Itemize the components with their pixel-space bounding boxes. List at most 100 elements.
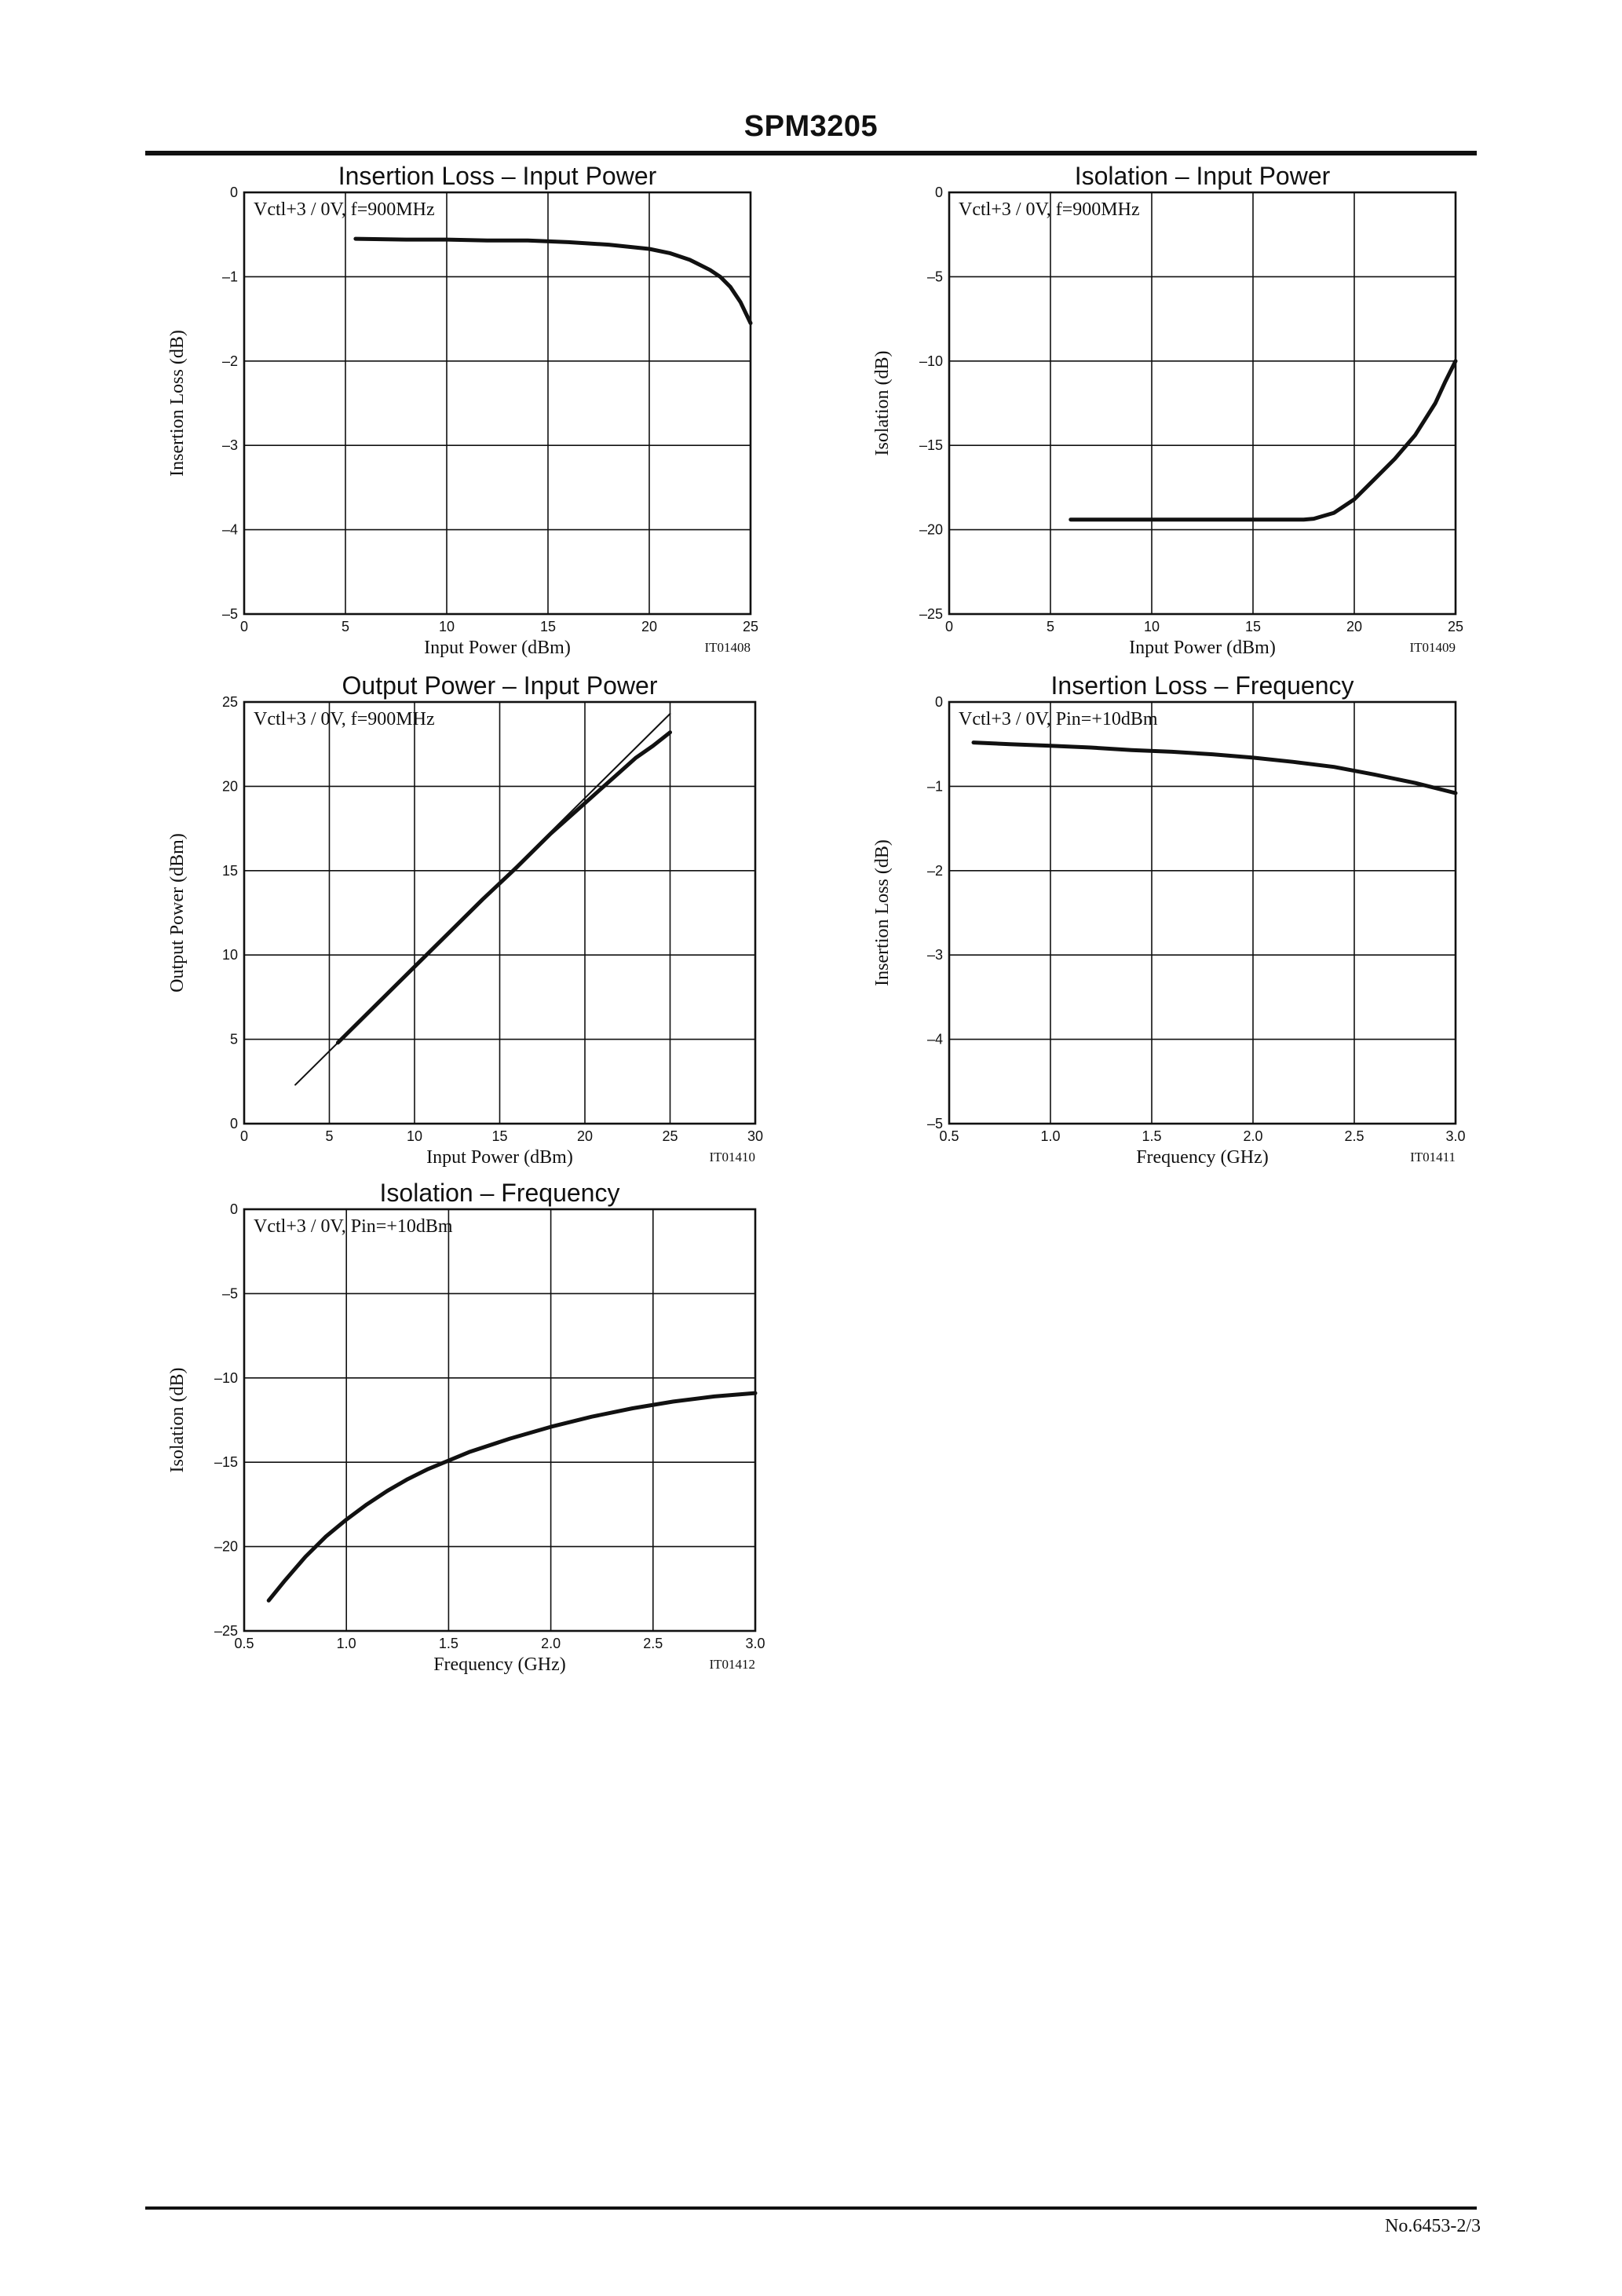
y-tick-label: –5: [222, 606, 238, 622]
y-tick-label: –5: [927, 269, 943, 284]
document-title: SPM3205: [743, 110, 879, 143]
x-tick-label: 3.0: [1445, 1128, 1465, 1144]
y-tick-label: –25: [919, 606, 943, 622]
x-axis-label: Input Power (dBm): [424, 638, 571, 658]
x-tick-label: 1.0: [1040, 1128, 1060, 1144]
plot-frame: [948, 700, 1457, 1125]
condition-annotation: Vctl+3 / 0V, Pin=+10dBm: [959, 709, 1158, 729]
x-tick-label: 5: [325, 1128, 333, 1144]
data-series-line: [353, 236, 753, 325]
x-tick-label: 10: [407, 1128, 422, 1144]
x-tick-label: 20: [641, 619, 657, 634]
y-tick-label: –4: [222, 522, 238, 538]
chart-title: Output Power – Input Power: [342, 671, 658, 700]
x-tick-label: 2.5: [1344, 1128, 1364, 1144]
y-axis-label: Isolation (dB): [167, 1368, 188, 1473]
y-tick-label: –5: [927, 1116, 943, 1132]
x-tick-label: 15: [1245, 619, 1261, 634]
y-tick-label: 5: [230, 1032, 238, 1047]
figure-code: IT01412: [709, 1657, 755, 1672]
x-axis-label: Input Power (dBm): [1129, 638, 1276, 658]
figure-code: IT01408: [704, 640, 751, 655]
y-tick-label: 10: [222, 947, 238, 963]
figure-code: IT01409: [1409, 640, 1456, 655]
y-tick-label: 0: [935, 694, 943, 710]
y-tick-label: –2: [927, 863, 943, 879]
x-axis-label: Frequency (GHz): [433, 1654, 566, 1675]
y-tick-label: –20: [214, 1539, 238, 1555]
x-tick-label: 0: [240, 1128, 248, 1144]
y-tick-label: –15: [919, 437, 943, 453]
condition-annotation: Vctl+3 / 0V, Pin=+10dBm: [254, 1216, 453, 1237]
x-tick-label: 3.0: [745, 1636, 765, 1651]
figure-code: IT01410: [709, 1150, 755, 1164]
y-tick-label: –3: [222, 437, 238, 453]
x-tick-label: 15: [491, 1128, 507, 1144]
y-tick-label: –2: [222, 353, 238, 369]
chart-title: Isolation – Input Power: [1075, 162, 1331, 190]
condition-annotation: Vctl+3 / 0V, f=900MHz: [959, 199, 1140, 220]
data-series-line: [335, 730, 672, 1045]
y-tick-label: –10: [919, 353, 943, 369]
x-tick-label: 25: [743, 619, 758, 634]
data-series-line: [971, 740, 1458, 795]
y-tick-label: –1: [927, 778, 943, 794]
chart-title: Insertion Loss – Frequency: [1051, 671, 1354, 700]
x-tick-label: 2.0: [1243, 1128, 1262, 1144]
x-tick-label: 0: [945, 619, 953, 634]
data-series-line: [266, 1391, 758, 1603]
x-tick-label: 20: [577, 1128, 593, 1144]
y-tick-label: 0: [230, 1116, 238, 1132]
y-tick-label: –10: [214, 1370, 238, 1386]
figure-code: IT01411: [1410, 1150, 1456, 1164]
y-axis-label: Insertion Loss (dB): [872, 839, 893, 986]
chart-title: Isolation – Frequency: [380, 1179, 620, 1207]
x-tick-label: 25: [662, 1128, 678, 1144]
x-tick-label: 1.5: [1142, 1128, 1161, 1144]
y-tick-label: –1: [222, 269, 238, 284]
header-rule: [145, 151, 1477, 155]
y-tick-label: 0: [230, 185, 238, 200]
y-tick-label: 20: [222, 778, 238, 794]
plot-frame: [243, 1208, 757, 1632]
x-tick-label: 0.5: [939, 1128, 959, 1144]
x-tick-label: 20: [1346, 619, 1362, 634]
x-tick-label: 0: [240, 619, 248, 634]
plot-frame: [243, 700, 757, 1125]
x-tick-label: 1.5: [439, 1636, 458, 1651]
chart-title: Insertion Loss – Input Power: [338, 162, 657, 190]
y-tick-label: 0: [230, 1201, 238, 1217]
x-axis-label: Input Power (dBm): [426, 1147, 573, 1168]
y-axis-label: Output Power (dBm): [167, 833, 188, 993]
x-tick-label: 15: [540, 619, 556, 634]
footer-rule: [145, 2206, 1477, 2210]
condition-annotation: Vctl+3 / 0V, f=900MHz: [254, 709, 435, 729]
y-tick-label: –25: [214, 1623, 238, 1639]
y-tick-label: –3: [927, 947, 943, 963]
x-tick-label: 25: [1448, 619, 1463, 634]
condition-annotation: Vctl+3 / 0V, f=900MHz: [254, 199, 435, 220]
y-axis-label: Isolation (dB): [872, 351, 893, 456]
y-tick-label: 15: [222, 863, 238, 879]
y-tick-label: –20: [919, 522, 943, 538]
y-tick-label: –5: [222, 1285, 238, 1301]
x-tick-label: 2.0: [541, 1636, 561, 1651]
x-tick-label: 10: [1144, 619, 1160, 634]
data-series-line: [1069, 359, 1458, 522]
x-tick-label: 10: [439, 619, 455, 634]
x-tick-label: 5: [342, 619, 349, 634]
y-axis-label: Insertion Loss (dB): [167, 330, 188, 477]
plot-frame: [948, 191, 1457, 616]
x-tick-label: 5: [1047, 619, 1054, 634]
y-tick-label: 0: [935, 185, 943, 200]
page-number: No.6453-2/3: [1385, 2216, 1481, 2236]
x-tick-label: 0.5: [234, 1636, 254, 1651]
x-axis-label: Frequency (GHz): [1136, 1147, 1269, 1168]
y-tick-label: –15: [214, 1454, 238, 1470]
y-tick-label: –4: [927, 1032, 943, 1047]
x-tick-label: 2.5: [643, 1636, 663, 1651]
